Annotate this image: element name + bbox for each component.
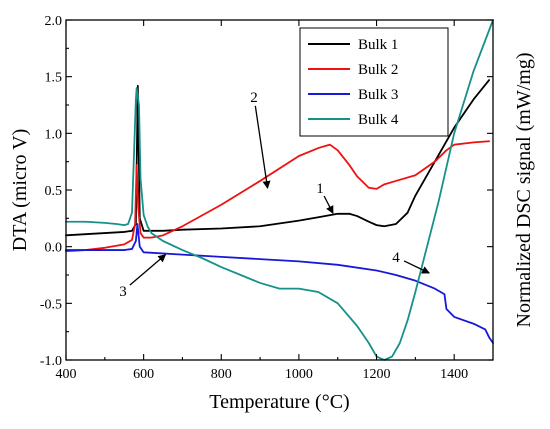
legend-label: Bulk 2 bbox=[358, 62, 398, 78]
y-tick-label: 1.0 bbox=[45, 127, 63, 142]
legend-label: Bulk 3 bbox=[358, 87, 398, 103]
x-tick-label: 1400 bbox=[440, 367, 468, 382]
legend-label: Bulk 1 bbox=[358, 37, 398, 53]
x-tick-label: 1200 bbox=[363, 367, 391, 382]
series-line-bulk-4 bbox=[65, 19, 494, 361]
annotation-arrow-4 bbox=[403, 260, 430, 274]
x-axis-label: Temperature (°C) bbox=[209, 391, 349, 413]
series-line-bulk-3 bbox=[65, 223, 494, 344]
y-tick-label: -0.5 bbox=[40, 297, 62, 312]
x-tick-label: 1000 bbox=[285, 367, 313, 382]
y-tick-label: 0.5 bbox=[45, 184, 63, 199]
x-tick-label: 400 bbox=[56, 367, 77, 382]
x-tick-label: 600 bbox=[133, 367, 154, 382]
y-tick-label: -1.0 bbox=[40, 354, 62, 369]
annotation-arrow-3 bbox=[129, 254, 167, 286]
legend: Bulk 1 Bulk 2 Bulk 3 Bulk 4 bbox=[299, 27, 449, 137]
y-tick-label: 2.0 bbox=[45, 14, 63, 29]
x-tick-label: 800 bbox=[211, 367, 232, 382]
annotation-layer: 1 2 3 4 bbox=[119, 90, 430, 300]
annotation-label-2: 2 bbox=[250, 90, 258, 106]
series-line-bulk-2 bbox=[65, 140, 491, 253]
annotation-label-4: 4 bbox=[392, 250, 400, 266]
y2-axis-label: Normalized DSC signal (mW/mg) bbox=[513, 53, 535, 328]
series-layer bbox=[65, 19, 494, 361]
y-tick-label: 1.5 bbox=[45, 71, 63, 86]
annotation-arrow-1 bbox=[323, 195, 334, 215]
annotation-label-1: 1 bbox=[316, 181, 324, 197]
y-axis-label: DTA (micro V) bbox=[9, 129, 31, 251]
axis-layer: 400 600 800 1000 1200 1400 -1.0 -0.5 0.0 0.5 1.0 1.… bbox=[40, 14, 494, 382]
legend-label: Bulk 4 bbox=[358, 112, 399, 128]
y-tick-label: 0.0 bbox=[45, 241, 63, 256]
annotation-arrow-2 bbox=[254, 105, 271, 190]
annotation-label-3: 3 bbox=[119, 284, 127, 300]
